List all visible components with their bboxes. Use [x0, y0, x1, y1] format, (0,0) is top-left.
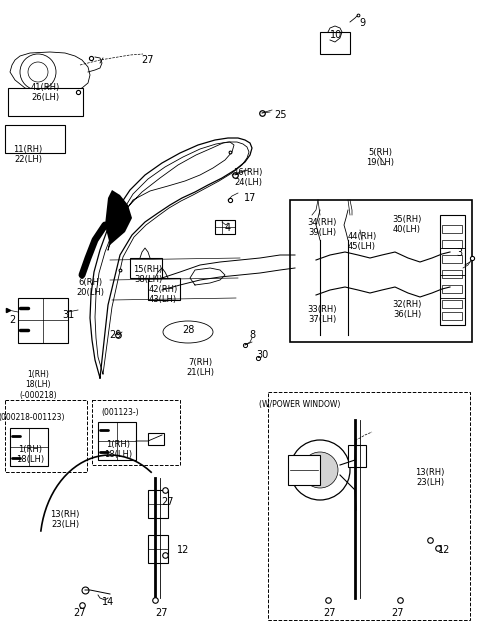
Text: 41(RH)
26(LH): 41(RH) 26(LH) [30, 83, 60, 103]
Bar [215, 220, 235, 234]
Text: 16(RH)
24(LH): 16(RH) 24(LH) [233, 168, 263, 187]
Bar [130, 258, 162, 278]
Text: 28: 28 [182, 325, 194, 335]
Text: 29: 29 [109, 330, 121, 340]
Text: 27: 27 [392, 608, 404, 618]
Bar [442, 270, 462, 278]
Bar [98, 422, 136, 460]
Text: 33(RH)
37(LH): 33(RH) 37(LH) [307, 305, 337, 324]
Text: 1(RH)
18(LH)
(-000218): 1(RH) 18(LH) (-000218) [19, 370, 57, 400]
Text: 15(RH)
38(LH): 15(RH) 38(LH) [133, 265, 163, 284]
Text: 44(RH)
45(LH): 44(RH) 45(LH) [348, 232, 377, 251]
Bar [288, 455, 320, 485]
Text: 13(RH)
23(LH): 13(RH) 23(LH) [50, 510, 80, 529]
Text: 7(RH)
21(LH): 7(RH) 21(LH) [186, 358, 214, 377]
Text: 30: 30 [256, 350, 268, 360]
Bar [442, 312, 462, 320]
Text: 14: 14 [102, 597, 114, 607]
Text: 12: 12 [438, 545, 450, 555]
Text: 6(RH)
20(LH): 6(RH) 20(LH) [76, 278, 104, 297]
Text: 25: 25 [274, 110, 287, 120]
Text: 1(RH)
18(LH): 1(RH) 18(LH) [104, 440, 132, 459]
Bar [442, 300, 462, 308]
Text: (W/POWER WINDOW): (W/POWER WINDOW) [259, 400, 341, 409]
Text: 9: 9 [359, 18, 365, 28]
Text: 1(RH)
18(LH): 1(RH) 18(LH) [16, 445, 44, 464]
Bar [148, 535, 168, 563]
Text: 35(RH)
40(LH): 35(RH) 40(LH) [392, 215, 422, 234]
Bar [268, 392, 470, 620]
Bar [348, 445, 366, 467]
Bar [148, 278, 180, 300]
Bar [5, 125, 65, 153]
Text: 42(RH)
43(LH): 42(RH) 43(LH) [148, 285, 178, 304]
Polygon shape [105, 190, 132, 245]
Text: 4: 4 [225, 223, 231, 233]
Bar [442, 285, 462, 293]
Text: 11(RH)
22(LH): 11(RH) 22(LH) [13, 145, 43, 164]
Bar [442, 255, 462, 263]
Bar [442, 225, 462, 233]
Text: 27: 27 [324, 608, 336, 618]
Text: 12: 12 [177, 545, 189, 555]
Text: 27: 27 [142, 55, 154, 65]
Text: 17: 17 [244, 193, 256, 203]
Bar [320, 32, 350, 54]
Text: 13(RH)
23(LH): 13(RH) 23(LH) [415, 468, 444, 488]
Text: 27: 27 [156, 608, 168, 618]
Text: (001123-): (001123-) [101, 408, 139, 417]
Bar [290, 200, 472, 342]
Text: 2: 2 [9, 315, 15, 325]
Text: 5(RH)
19(LH): 5(RH) 19(LH) [366, 148, 394, 168]
Ellipse shape [163, 321, 213, 343]
Bar [10, 428, 48, 466]
Text: 10: 10 [330, 30, 342, 40]
Bar [148, 433, 164, 445]
Text: 32(RH)
36(LH): 32(RH) 36(LH) [392, 300, 422, 319]
Text: 8: 8 [249, 330, 255, 340]
Text: 31: 31 [62, 310, 74, 320]
Circle shape [302, 452, 338, 488]
Bar [5, 400, 87, 472]
Bar [440, 215, 465, 325]
Text: 34(RH)
39(LH): 34(RH) 39(LH) [307, 218, 336, 238]
Bar [442, 240, 462, 248]
Text: 3: 3 [456, 248, 462, 258]
Bar [148, 490, 168, 518]
Bar [92, 400, 180, 465]
Text: 27: 27 [74, 608, 86, 618]
Text: (000218-001123): (000218-001123) [0, 413, 65, 422]
Bar [18, 298, 68, 343]
Text: 27: 27 [162, 497, 174, 507]
Bar [8, 88, 83, 116]
Polygon shape [10, 52, 90, 93]
